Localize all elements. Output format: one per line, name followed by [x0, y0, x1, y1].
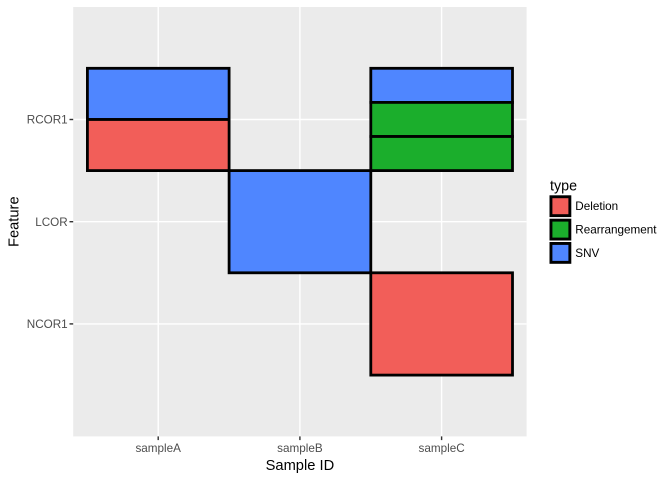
svg-text:sampleC: sampleC [419, 442, 465, 455]
svg-text:Sample ID: Sample ID [266, 458, 335, 474]
svg-text:NCOR1: NCOR1 [27, 318, 68, 331]
svg-text:LCOR: LCOR [35, 216, 67, 229]
svg-text:SNV: SNV [575, 247, 599, 260]
svg-text:Rearrangement: Rearrangement [575, 224, 657, 237]
svg-text:type: type [550, 178, 577, 194]
svg-text:sampleA: sampleA [135, 442, 181, 455]
svg-text:Deletion: Deletion [575, 200, 618, 213]
svg-text:Feature: Feature [6, 196, 22, 247]
svg-text:RCOR1: RCOR1 [27, 114, 68, 127]
svg-text:sampleB: sampleB [277, 442, 323, 455]
